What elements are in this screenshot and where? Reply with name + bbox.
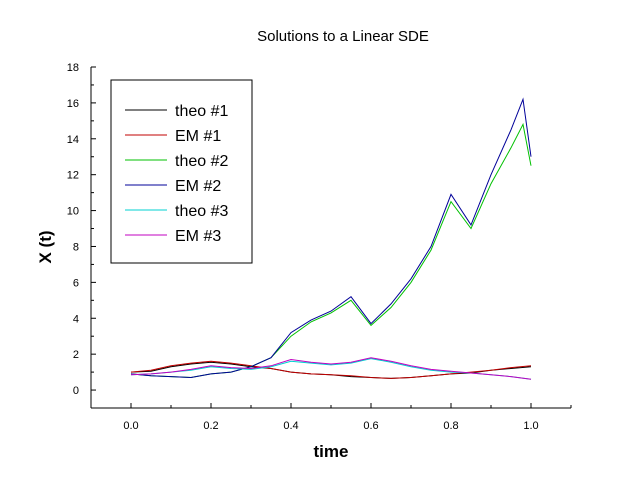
- y-tick-label: 2: [73, 349, 79, 361]
- x-tick-label: 0.6: [363, 420, 378, 432]
- x-tick-label: 0.4: [283, 420, 298, 432]
- x-tick-label: 1.0: [523, 420, 538, 432]
- legend-label-theo-1: theo #1: [175, 103, 228, 120]
- series-line-em-3: [130, 357, 532, 380]
- y-tick-label: 0: [73, 385, 79, 397]
- x-tick-label: 0.0: [123, 420, 138, 432]
- series-layer: [130, 97, 532, 380]
- legend: theo #1 EM #1 theo #2 EM #2 theo #3 EM #3: [110, 79, 253, 264]
- x-tick-label: 0.2: [203, 420, 218, 432]
- y-tick-label: 4: [73, 313, 79, 325]
- y-tick-label: 16: [67, 98, 79, 110]
- y-tick-label: 14: [67, 134, 79, 146]
- y-tick-label: 18: [67, 62, 79, 74]
- x-tick-label: 0.8: [443, 420, 458, 432]
- legend-label-em-1: EM #1: [175, 128, 221, 145]
- x-axis-label: time: [314, 442, 349, 461]
- chart-title: Solutions to a Linear SDE: [257, 28, 429, 45]
- y-tick-label: 12: [67, 170, 79, 182]
- legend-label-theo-3: theo #3: [175, 203, 228, 220]
- series-line-em-2: [130, 97, 532, 379]
- y-tick-label: 6: [73, 277, 79, 289]
- legend-label-em-2: EM #2: [175, 178, 221, 195]
- y-tick-label: 8: [73, 241, 79, 253]
- legend-label-theo-2: theo #2: [175, 153, 228, 170]
- y-axis-label: X (t): [36, 230, 55, 263]
- y-tick-label: 10: [67, 206, 79, 218]
- axes: 0 2 4 6 8 10 12 14 16 18 0.0 0.2 0.4 0.6 0.8 1.0: [67, 62, 572, 432]
- legend-label-em-3: EM #3: [175, 228, 221, 245]
